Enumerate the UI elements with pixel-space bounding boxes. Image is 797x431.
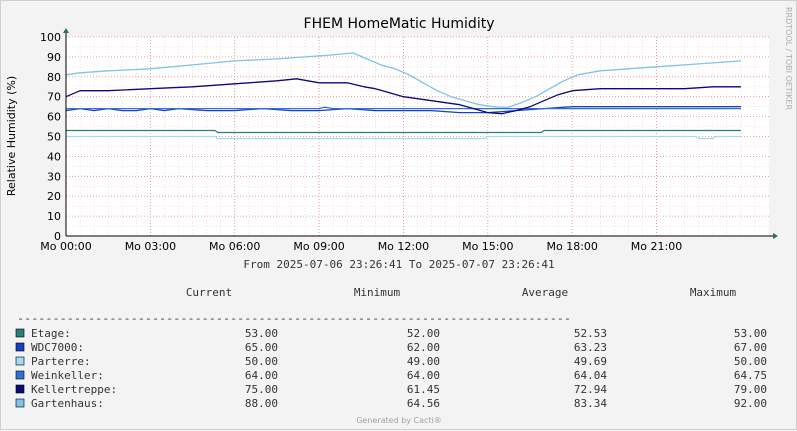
series-line-4 <box>65 78 741 115</box>
legend-table: Etage: 53.00 52.00 52.53 53.00 WDC7000: 65.00 6… <box>15 327 767 410</box>
x-tick-label: Mo 00:00 <box>40 240 91 253</box>
y-tick-label: 50 <box>47 131 61 144</box>
y-tick-label: 70 <box>47 91 61 104</box>
legend-name: Kellertreppe: <box>31 383 117 396</box>
x-tick-label: Mo 03:00 <box>125 240 176 253</box>
y-tick-label: 10 <box>47 210 61 223</box>
y-tick-label: 100 <box>40 31 61 44</box>
y-tick-label: 20 <box>47 190 61 203</box>
legend-name: Parterre: <box>31 355 91 368</box>
series-line-2 <box>66 135 741 140</box>
legend-maximum-value: 50.00 <box>734 355 767 368</box>
axes <box>63 28 778 239</box>
legend-name: Weinkeller: <box>31 369 104 382</box>
legend-minimum-value: 61.45 <box>407 383 440 396</box>
legend-average-value: 72.94 <box>574 383 607 396</box>
legend-maximum-value: 67.00 <box>734 341 767 354</box>
legend-name: WDC7000: <box>31 341 84 354</box>
x-tick-label: Mo 06:00 <box>209 240 260 253</box>
legend-swatch <box>15 384 25 394</box>
y-tick-label: 80 <box>47 71 61 84</box>
x-tick-label: Mo 18:00 <box>546 240 597 253</box>
legend-average-value: 64.04 <box>574 369 607 382</box>
legend-average-value: 49.69 <box>574 355 607 368</box>
legend-maximum-value: 53.00 <box>734 327 767 340</box>
legend-swatch <box>15 328 25 338</box>
legend-minimum-value: 52.00 <box>407 327 440 340</box>
chart-title: FHEM HomeMatic Humidity <box>304 16 495 32</box>
legend-minimum-value: 49.00 <box>407 355 440 368</box>
legend-maximum-value: 79.00 <box>734 383 767 396</box>
x-tick-label: Mo 15:00 <box>462 240 513 253</box>
y-tick-label: 0 <box>54 230 61 243</box>
legend-swatch <box>15 398 25 408</box>
x-tick-label: Mo 21:00 <box>631 240 682 253</box>
legend-average-value: 83.34 <box>574 397 607 410</box>
legend-name: Etage: <box>31 327 71 340</box>
legend-current-value: 64.00 <box>245 369 278 382</box>
legend-swatch <box>15 370 25 380</box>
legend-current-value: 88.00 <box>245 397 278 410</box>
y-axis-label: Relative Humidity (%) <box>5 76 18 196</box>
series-lines <box>65 52 741 140</box>
y-axis-arrow <box>63 28 69 33</box>
y-tick-label: 40 <box>47 150 61 163</box>
header-current: Current <box>186 286 232 299</box>
legend-current-value: 50.00 <box>245 355 278 368</box>
legend-maximum-value: 92.00 <box>734 397 767 410</box>
y-tick-labels: 0 10 20 30 40 50 60 70 80 90 100 <box>40 31 61 243</box>
y-tick-label: 60 <box>47 111 61 124</box>
legend-current-value: 65.00 <box>245 341 278 354</box>
rrdtool-credit: RRDTOOL / TOBI OETIKER <box>784 7 793 110</box>
cacti-footer: Generated by Cacti® <box>356 416 442 425</box>
x-tick-label: Mo 12:00 <box>378 240 429 253</box>
legend-name: Gartenhaus: <box>31 397 104 410</box>
legend-average-value: 63.23 <box>574 341 607 354</box>
series-line-3 <box>66 106 741 110</box>
header-average: Average <box>522 286 568 299</box>
legend-minimum-value: 64.00 <box>407 369 440 382</box>
x-tick-labels: Mo 00:00 Mo 03:00 Mo 06:00 Mo 09:00 Mo 12:00… <box>40 240 682 253</box>
legend-minimum-value: 62.00 <box>407 341 440 354</box>
time-range: From 2025-07-06 23:26:41 To 2025-07-07 2… <box>243 258 554 271</box>
header-minimum: Minimum <box>354 286 401 299</box>
header-maximum: Maximum <box>690 286 737 299</box>
x-axis-arrow <box>773 233 778 239</box>
legend-current-value: 75.00 <box>245 383 278 396</box>
y-tick-label: 30 <box>47 170 61 183</box>
legend-maximum-value: 64.75 <box>734 369 767 382</box>
legend-minimum-value: 64.56 <box>407 397 440 410</box>
y-tick-label: 90 <box>47 51 61 64</box>
legend-swatch <box>15 356 25 366</box>
legend-swatch <box>15 342 25 352</box>
legend-separator: ----------------------------------------… <box>17 312 571 325</box>
legend-average-value: 52.53 <box>574 327 607 340</box>
x-tick-label: Mo 09:00 <box>293 240 344 253</box>
series-line-5 <box>65 52 741 109</box>
legend-current-value: 53.00 <box>245 327 278 340</box>
series-line-0 <box>66 129 741 134</box>
